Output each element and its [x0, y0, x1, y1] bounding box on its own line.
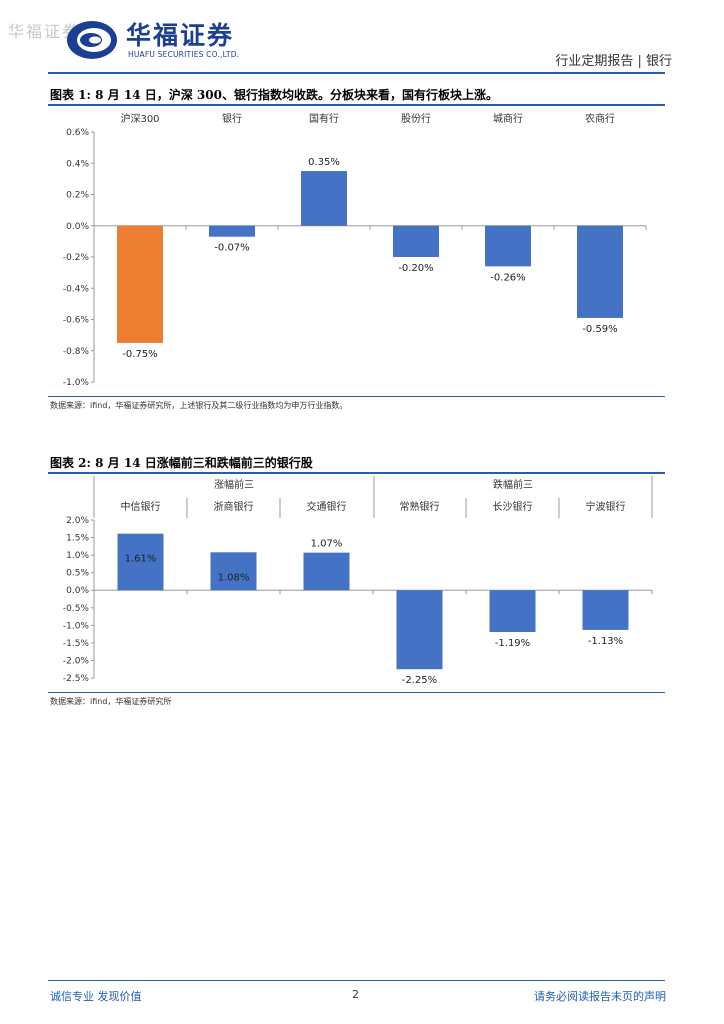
- header-rule: [48, 72, 665, 74]
- y-tick-label: -2.5%: [63, 674, 90, 684]
- y-tick-label: 0.0%: [66, 586, 89, 596]
- data-label: 1.61%: [125, 554, 157, 565]
- data-label: -0.26%: [490, 272, 525, 283]
- logo-chinese-name: 华福证券: [126, 21, 235, 50]
- category-label: 宁波银行: [586, 500, 626, 513]
- category-label: 交通银行: [307, 500, 347, 513]
- category-label: 农商行: [585, 112, 615, 125]
- logo-emblem-icon: [67, 21, 117, 59]
- data-label: 0.35%: [308, 157, 340, 168]
- category-label: 中信银行: [121, 500, 161, 513]
- figure2-top-rule: [48, 472, 665, 474]
- data-label: -0.07%: [214, 243, 249, 254]
- data-label: -0.75%: [122, 349, 157, 360]
- y-tick-label: -1.0%: [63, 378, 90, 388]
- y-tick-label: -0.2%: [63, 253, 90, 263]
- bar: [117, 533, 164, 591]
- footer-disclaimer-note: 请务必阅读报告末页的声明: [534, 990, 666, 1003]
- bar: [209, 225, 255, 237]
- data-label: -0.20%: [398, 263, 433, 274]
- logo-english-name: HUAFU SECURITIES CO.,LTD.: [128, 50, 240, 59]
- group-label-down: 跌幅前三: [493, 478, 533, 491]
- figure2-bottom-rule: [48, 692, 665, 693]
- watermark: 华福证券: [8, 22, 81, 41]
- figure1-chart: 0.6% 0.4% 0.2% 0.0% -0.2% -0.4% -0.6% -0.8% -1.0…: [63, 112, 647, 388]
- bar: [301, 171, 347, 226]
- data-label: -1.13%: [588, 636, 623, 647]
- data-label: 1.08%: [218, 572, 250, 583]
- bar: [117, 225, 163, 343]
- y-tick-label: -1.0%: [63, 621, 90, 631]
- bar: [303, 552, 350, 591]
- category-label: 国有行: [309, 112, 339, 125]
- group-label-up: 涨幅前三: [214, 478, 254, 491]
- category-label: 股份行: [401, 112, 431, 125]
- footer-rule: [48, 980, 665, 981]
- figure1-bottom-rule: [48, 396, 665, 397]
- y-tick-label: -0.8%: [63, 347, 90, 357]
- report-type: 行业定期报告 | 银行: [555, 54, 672, 69]
- y-tick-label: -0.4%: [63, 284, 90, 294]
- y-tick-label: -2.0%: [63, 656, 90, 666]
- data-label: -1.19%: [495, 638, 530, 649]
- data-label: 1.07%: [311, 539, 343, 550]
- category-label: 沪深300: [120, 112, 159, 125]
- y-tick-label: -0.5%: [63, 604, 90, 614]
- bar: [396, 590, 443, 670]
- category-label: 浙商银行: [214, 500, 254, 513]
- bar: [485, 225, 531, 267]
- footer-slogan: 诚信专业 发现价值: [50, 990, 142, 1003]
- figure2-source: 数据来源：ifind，华福证券研究所: [50, 697, 172, 706]
- y-tick-label: 2.0%: [66, 516, 89, 526]
- y-tick-label: 0.4%: [66, 159, 89, 169]
- y-tick-label: 0.2%: [66, 191, 89, 201]
- category-label: 城商行: [493, 112, 523, 125]
- y-tick-label: 1.5%: [66, 534, 89, 544]
- y-tick-label: -0.6%: [63, 316, 90, 326]
- data-label: -0.59%: [582, 324, 617, 335]
- data-label: -2.25%: [402, 675, 437, 686]
- category-label: 长沙银行: [493, 500, 533, 513]
- figure1-top-rule: [48, 104, 665, 106]
- category-label: 银行: [222, 112, 242, 125]
- company-logo: 华福证券 HUAFU SECURITIES CO.,LTD.: [64, 14, 274, 66]
- bar: [393, 225, 439, 257]
- bar: [210, 552, 257, 591]
- y-tick-label: 0.5%: [66, 569, 89, 579]
- category-label: 常熟银行: [400, 500, 440, 513]
- figure2-chart: 涨幅前三 跌幅前三 2.0% 1.5% 1.0% 0.5% 0.0% -0.5% -1.0% -1…: [63, 476, 653, 686]
- figure2-title: 图表 2: 8 月 14 日涨幅前三和跌幅前三的银行股: [50, 456, 313, 470]
- bar: [577, 225, 623, 318]
- figure1-source: 数据来源：ifind，华福证券研究所，上述银行及其二级行业指数均为申万行业指数。: [50, 401, 348, 410]
- figure1-title: 图表 1: 8 月 14 日，沪深 300、银行指数均收跌。分板块来看，国有行板…: [50, 88, 498, 102]
- y-tick-label: 1.0%: [66, 551, 89, 561]
- page-number: 2: [352, 988, 359, 1001]
- bar: [489, 590, 536, 633]
- y-tick-label: 0.0%: [66, 222, 89, 232]
- y-tick-label: 0.6%: [66, 128, 89, 138]
- bar: [582, 590, 629, 630]
- y-tick-label: -1.5%: [63, 639, 90, 649]
